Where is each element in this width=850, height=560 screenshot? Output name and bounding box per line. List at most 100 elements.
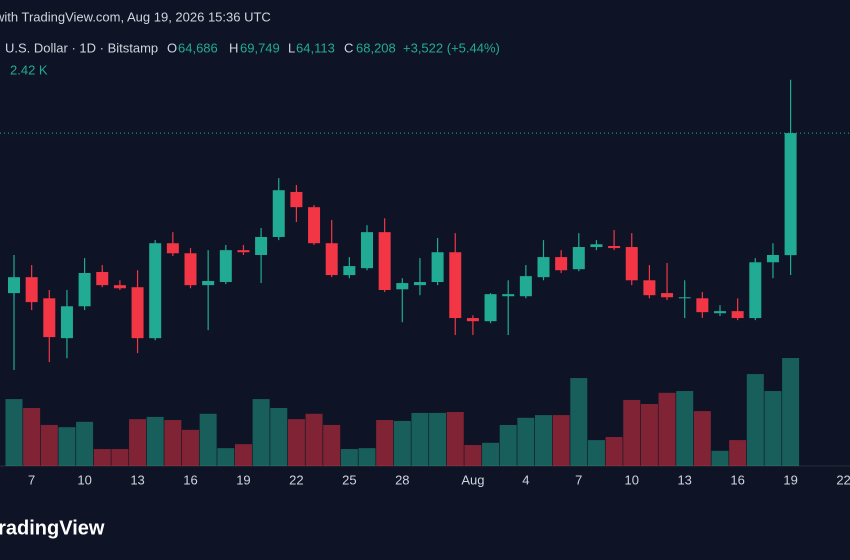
candle-body	[431, 252, 444, 283]
volume-bar	[605, 436, 623, 466]
candle-body	[608, 245, 621, 249]
volume-bar	[146, 416, 164, 466]
x-tick-label: 13	[677, 472, 691, 487]
volume-bar	[446, 412, 464, 466]
legend-key: H	[229, 40, 238, 55]
x-tick-label: 10	[625, 472, 639, 487]
volume-bar	[764, 391, 782, 466]
volume-bar	[287, 419, 305, 466]
legend-key: O	[167, 40, 177, 55]
logo[interactable]: TradingView	[0, 517, 105, 539]
candle-body	[519, 276, 532, 297]
volume-bar	[129, 419, 147, 466]
legend-key: C	[344, 40, 353, 55]
candle-body	[113, 285, 126, 289]
volume-bar	[217, 448, 235, 466]
candle-body	[766, 255, 779, 263]
volume-bar	[658, 392, 676, 466]
x-tick-label: 25	[342, 472, 356, 487]
candle-body	[78, 273, 91, 307]
volume-bar	[23, 407, 41, 466]
candle-body	[590, 244, 603, 248]
volume-bar	[782, 358, 800, 466]
volume-bar	[93, 449, 111, 466]
candle-body	[8, 277, 20, 294]
legend-value: 68,208	[356, 40, 396, 55]
legend-key: L	[288, 40, 295, 55]
volume-bar	[711, 450, 729, 466]
volume-bar	[376, 420, 394, 466]
candle-body	[678, 297, 691, 299]
candle-body	[625, 247, 638, 281]
candle-body	[237, 250, 250, 253]
candle-body	[149, 243, 162, 339]
candle-body	[413, 282, 426, 286]
volume-bar	[587, 440, 605, 466]
candle-body	[643, 280, 656, 296]
x-tick-label: 7	[575, 472, 582, 487]
candle-body	[378, 232, 391, 290]
candle-body	[184, 253, 197, 286]
x-tick-label: 22	[836, 472, 850, 487]
candle-body	[502, 294, 515, 297]
candle-body	[272, 190, 285, 237]
x-tick-label: 7	[28, 472, 35, 487]
volume-bar	[305, 413, 323, 466]
x-tick-label: 16	[183, 472, 197, 487]
volume-bar	[111, 449, 129, 466]
volume-bar	[552, 415, 570, 466]
candle-body	[219, 250, 232, 283]
candle-body	[466, 318, 479, 322]
volume-bar	[729, 440, 747, 466]
volume-bar	[429, 412, 447, 466]
x-tick-label: 16	[730, 472, 744, 487]
volume-bar	[464, 445, 482, 466]
volume-bar	[499, 424, 517, 466]
volume-bar	[623, 399, 641, 466]
x-tick-label: 28	[395, 472, 409, 487]
candle-body	[290, 191, 303, 208]
candle-body	[343, 266, 356, 276]
candle-body	[661, 293, 674, 298]
volume-bar	[517, 417, 535, 466]
volume-bar	[640, 403, 658, 466]
candle-body	[731, 311, 744, 319]
candle-body	[484, 294, 497, 322]
candle-body	[714, 311, 726, 314]
candle-body	[555, 257, 568, 271]
volume-bar	[411, 412, 429, 466]
candle-body	[396, 283, 409, 290]
volume-bar	[482, 442, 500, 466]
candle-body	[131, 287, 144, 339]
candle-body	[784, 133, 797, 256]
x-tick-label: 4	[522, 472, 529, 487]
legend-value: 64,686	[178, 40, 218, 55]
candle-body	[255, 236, 268, 256]
volume-bar	[199, 413, 217, 466]
change-label: +3,522 (+5.44%)	[403, 40, 500, 55]
x-tick-label: Aug	[461, 472, 484, 487]
candle-body	[43, 298, 56, 338]
volume-bar	[164, 420, 182, 466]
candle-body	[166, 243, 179, 254]
volume-bar	[323, 424, 341, 466]
volume-bar	[58, 427, 76, 466]
candle-body	[325, 243, 338, 276]
candle-body	[202, 280, 215, 286]
published-note: with TradingView.com, Aug 19, 2026 15:36…	[0, 9, 271, 24]
volume-bar	[693, 411, 711, 466]
volume-bar	[5, 399, 23, 466]
volume-label: 2.42 K	[10, 62, 48, 77]
volume-bar	[340, 449, 358, 466]
symbol-label: U.S. Dollar · 1D · Bitstamp	[5, 40, 158, 55]
volume-bar	[40, 424, 58, 466]
x-tick-label: 19	[783, 472, 797, 487]
volume-bar	[234, 444, 252, 466]
volume-bar	[570, 378, 588, 466]
candle-body	[308, 207, 321, 244]
legend-value: 64,113	[296, 40, 335, 55]
volume-bar	[358, 448, 376, 466]
